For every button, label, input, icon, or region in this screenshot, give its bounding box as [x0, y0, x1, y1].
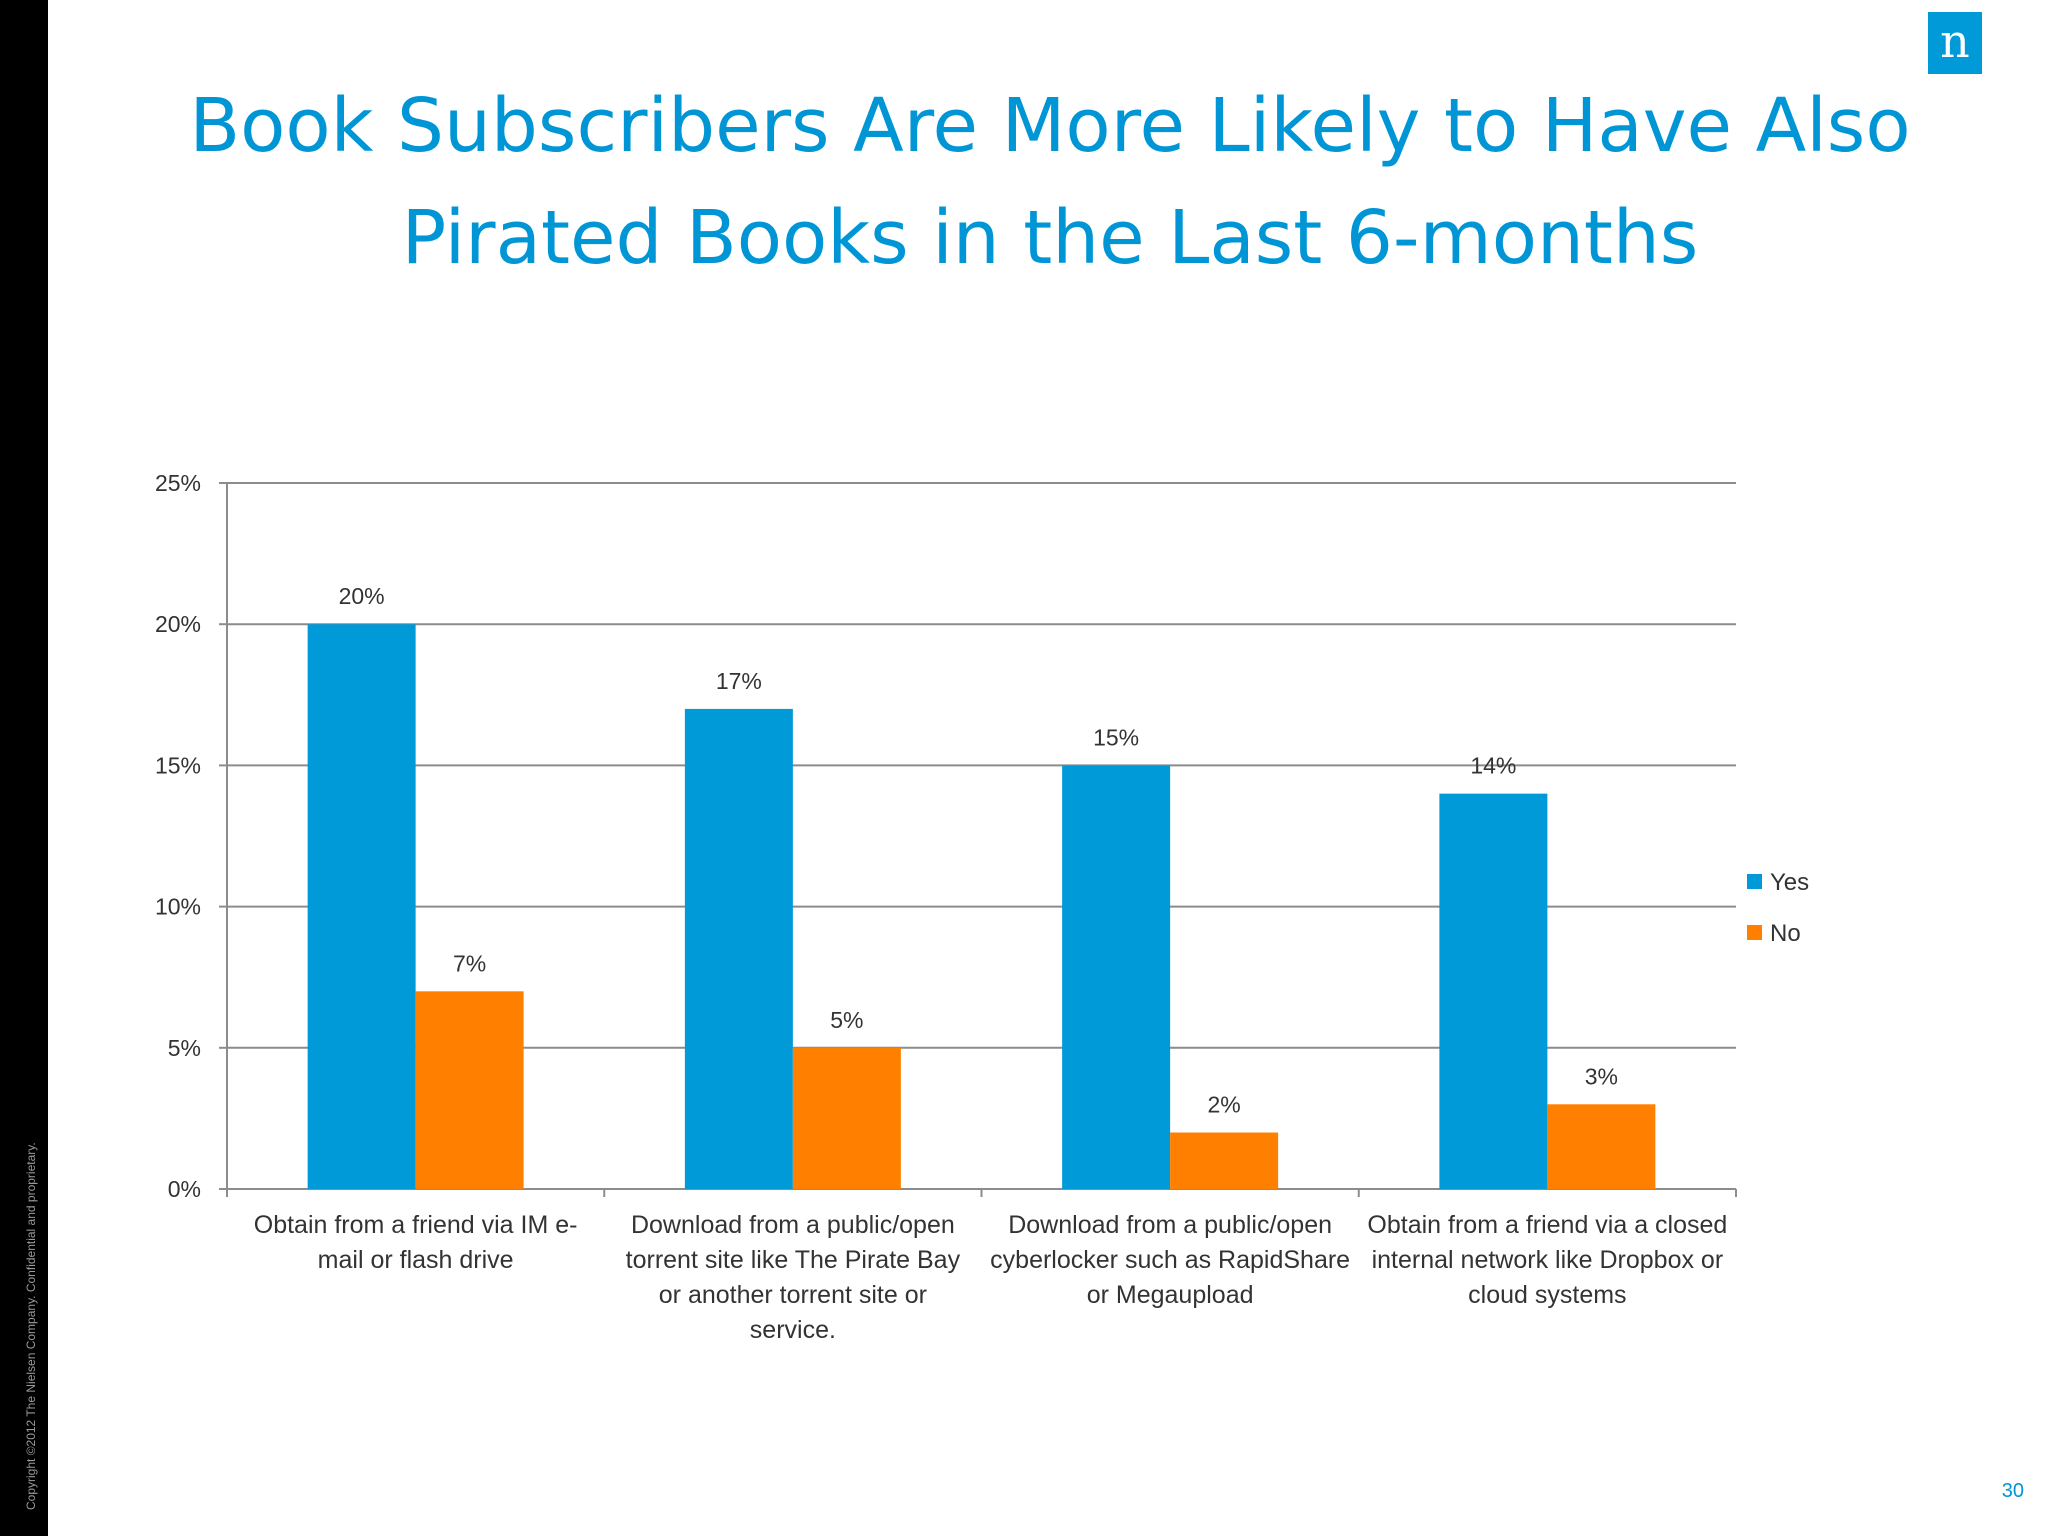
data-label: 3% — [1585, 1063, 1618, 1089]
x-category-label: Obtain from a friend via a closed — [1367, 1211, 1727, 1239]
data-label: 7% — [453, 950, 486, 976]
x-category-label: service. — [750, 1316, 836, 1344]
bar-yes — [307, 624, 416, 1189]
data-label: 2% — [1208, 1092, 1241, 1118]
x-category-label: torrent site like The Pirate Bay — [626, 1246, 961, 1274]
data-label: 20% — [339, 583, 385, 609]
x-category-label: cyberlocker such as RapidShare — [990, 1246, 1350, 1274]
legend-label-no: No — [1770, 920, 1801, 947]
y-tick-label: 5% — [168, 1035, 201, 1061]
legend-label-yes: Yes — [1770, 869, 1809, 896]
data-label: 17% — [716, 668, 762, 694]
bar-no — [1547, 1104, 1656, 1189]
left-sidebar-bar — [0, 0, 48, 1536]
y-tick-label: 0% — [168, 1176, 201, 1202]
page-number: 30 — [2001, 1480, 2024, 1502]
y-tick-label: 20% — [155, 611, 201, 637]
bar-yes — [1062, 765, 1171, 1189]
slide-title: Book Subscribers Are More Likely to Have… — [150, 70, 1950, 294]
x-category-label: internal network like Dropbox or — [1372, 1246, 1724, 1274]
data-label: 5% — [830, 1007, 863, 1033]
x-category-label: Obtain from a friend via IM e- — [254, 1211, 578, 1239]
bar-no — [415, 991, 524, 1189]
data-label: 14% — [1470, 753, 1516, 779]
x-category-label: Download from a public/open — [631, 1211, 955, 1239]
y-tick-label: 25% — [155, 470, 201, 496]
x-category-label: or Megaupload — [1087, 1281, 1254, 1309]
y-tick-label: 15% — [155, 752, 201, 778]
x-category-label: cloud systems — [1468, 1281, 1626, 1309]
title-line-1: Book Subscribers Are More Likely to Have… — [189, 83, 1911, 169]
bar-no — [1170, 1132, 1279, 1189]
legend-swatch-no — [1747, 925, 1762, 940]
title-line-2: Pirated Books in the Last 6-months — [401, 195, 1699, 281]
x-category-label: Download from a public/open — [1008, 1211, 1332, 1239]
x-category-label: mail or flash drive — [318, 1246, 514, 1274]
bar-yes — [1439, 793, 1548, 1189]
bar-yes — [684, 708, 793, 1189]
y-tick-label: 10% — [155, 894, 201, 920]
data-label: 15% — [1093, 724, 1139, 750]
nielsen-logo-icon: n — [1928, 12, 1982, 74]
legend-swatch-yes — [1747, 874, 1762, 889]
x-category-label: or another torrent site or — [659, 1281, 927, 1309]
bar-no — [792, 1047, 901, 1189]
